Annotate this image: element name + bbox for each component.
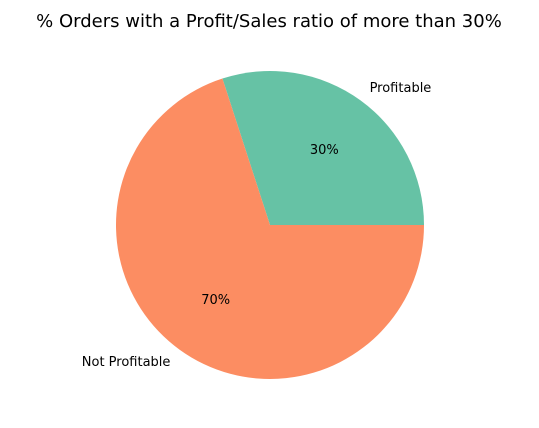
slice-label: Not Profitable — [82, 355, 171, 370]
slice-label: Profitable — [370, 81, 432, 96]
pie-slices — [115, 70, 424, 380]
slice-percent-label: 70% — [201, 293, 230, 308]
pie-slice-not-profitable — [115, 78, 424, 380]
pie-labels: Profitable 30% Not Profitable 70% — [82, 81, 432, 370]
pie-slice-profitable — [222, 70, 424, 225]
chart-title: % Orders with a Profit/Sales ratio of mo… — [36, 11, 502, 32]
slice-percent-label: 30% — [310, 143, 339, 158]
